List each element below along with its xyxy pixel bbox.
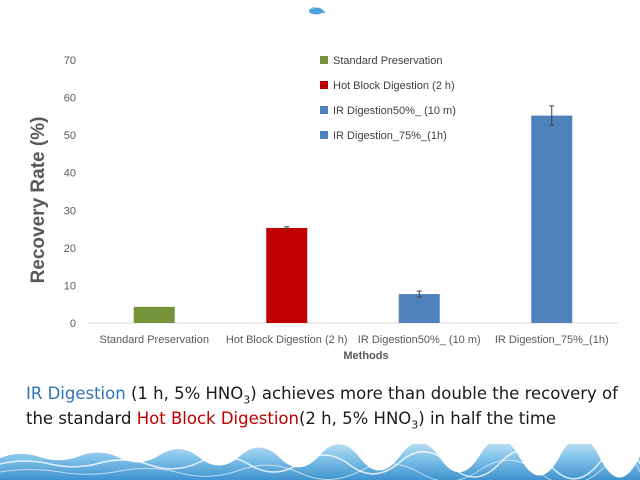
x-axis-tick-labels: Standard Preservation Hot Block Digestion… (100, 334, 609, 346)
y-tick-label: 50 (64, 130, 76, 142)
caption-text-1: (1 h, 5% HNO (125, 384, 244, 403)
legend-label: Standard Preservation (333, 55, 442, 67)
splash-logo-icon (309, 6, 325, 15)
bar (133, 306, 175, 323)
y-tick-label: 60 (64, 93, 76, 105)
caption-text-4: ) in half the time (418, 409, 557, 428)
y-tick-label: 20 (64, 243, 76, 255)
legend-swatch (320, 81, 328, 89)
y-tick-label: 0 (70, 318, 76, 330)
y-tick-label: 70 (64, 55, 76, 67)
bar (531, 115, 573, 323)
error-bar (416, 290, 422, 298)
y-tick-label: 40 (64, 168, 76, 180)
error-bar (284, 226, 290, 230)
legend-item: Standard Preservation (320, 55, 442, 67)
legend-swatch (320, 56, 328, 64)
caption-ir-digestion: IR Digestion (26, 384, 126, 403)
x-tick-label: Standard Preservation (100, 334, 209, 346)
legend-item: IR Digestion50%_ (10 m) (320, 105, 456, 117)
legend-item: Hot Block Digestion (2 h) (320, 80, 455, 92)
bar (266, 227, 308, 323)
bar (398, 294, 440, 323)
caption-text-2: ) achieves more than double the recovery… (26, 384, 618, 428)
y-tick-label: 30 (64, 205, 76, 217)
y-axis-ticks: 0 10 20 30 40 50 60 70 (64, 55, 76, 330)
legend-label: IR Digestion50%_ (10 m) (333, 105, 456, 117)
bar-chart: 0 10 20 30 40 50 60 70 Standard Preservation Hot… (28, 55, 618, 362)
caption-hot-block-digestion: Hot Block Digestion (136, 409, 299, 428)
legend-label: IR Digestion_75%_(1h) (333, 130, 447, 142)
caption-subscript-2: 3 (411, 418, 419, 432)
legend: Standard Preservation Hot Block Digestion… (320, 55, 456, 142)
bars (133, 105, 573, 323)
caption: IR Digestion (1 h, 5% HNO3) achieves mor… (26, 381, 638, 431)
legend-label: Hot Block Digestion (2 h) (333, 80, 455, 92)
error-bar (549, 105, 555, 126)
x-tick-label: Hot Block Digestion (2 h) (226, 334, 348, 346)
caption-subscript-1: 3 (243, 393, 251, 407)
x-tick-label: IR Digestion50%_ (10 m) (358, 334, 481, 346)
caption-text-3: (2 h, 5% HNO (298, 409, 412, 428)
x-axis-label: Methods (343, 350, 388, 362)
y-axis-label: Recovery Rate (%) (28, 117, 49, 284)
legend-swatch (320, 131, 328, 139)
water-wave-decoration (0, 444, 640, 480)
legend-swatch (320, 106, 328, 114)
legend-item: IR Digestion_75%_(1h) (320, 130, 447, 142)
x-tick-label: IR Digestion_75%_(1h) (495, 334, 609, 346)
y-tick-label: 10 (64, 280, 76, 292)
